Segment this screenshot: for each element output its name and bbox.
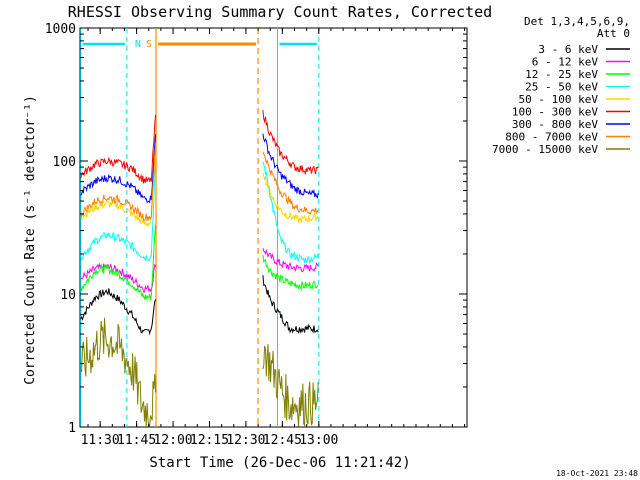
x-tick-label: 12:45: [263, 433, 302, 448]
series-line: [262, 255, 319, 292]
x-tick-label: 11:45: [117, 433, 156, 448]
flag-label: N: [135, 39, 141, 50]
series-line: [80, 317, 157, 429]
legend-entry-label: 12 - 25 keV: [525, 68, 598, 81]
y-axis-label: Corrected Count Rate (s⁻¹ detector⁻¹): [23, 95, 38, 385]
series-line: [80, 288, 157, 336]
legend-entry-label: 6 - 12 keV: [532, 56, 599, 69]
x-tick-label: 12:00: [153, 433, 192, 448]
series-line: [80, 142, 157, 228]
series-line: [80, 114, 157, 184]
chart-title: RHESSI Observing Summary Count Rates, Co…: [68, 3, 492, 21]
x-tick-label: 12:30: [226, 433, 265, 448]
x-tick-label: 11:30: [81, 433, 120, 448]
series-line: [262, 110, 319, 176]
legend-entry-label: 3 - 6 keV: [538, 43, 598, 56]
x-tick-label: 13:00: [299, 433, 338, 448]
legend-entry-label: 25 - 50 keV: [525, 81, 598, 94]
footer-timestamp: 18-Oct-2021 23:48: [556, 469, 638, 478]
series-line: [262, 133, 319, 199]
y-tick-label: 10: [60, 288, 76, 303]
x-axis-label: Start Time (26-Dec-06 11:21:42): [149, 455, 410, 471]
legend-entry-label: 800 - 7000 keV: [505, 131, 598, 144]
y-axis-ticks: 1 10 100 1000: [45, 22, 467, 436]
flag-label: S: [146, 39, 152, 50]
series-line: [262, 343, 319, 428]
series-line: [80, 224, 157, 301]
series-line: [262, 161, 319, 265]
x-tick-label: 12:15: [190, 433, 229, 448]
series-line: [262, 275, 319, 334]
series-line: [262, 248, 319, 273]
y-tick-label: 1: [68, 421, 76, 436]
series-line: [262, 151, 319, 215]
data-series: [80, 110, 319, 429]
legend-entry-label: 100 - 300 keV: [512, 106, 598, 119]
legend-entry-label: 7000 - 15000 keV: [492, 143, 598, 156]
series-line: [80, 143, 157, 222]
y-tick-label: 1000: [45, 22, 76, 37]
series-line: [80, 157, 157, 262]
legend-header: Det 1,3,4,5,6,9,: [524, 15, 630, 28]
series-line: [262, 172, 319, 224]
series-line: [80, 134, 157, 204]
y-tick-label: 100: [53, 155, 76, 170]
legend-entry-label: 300 - 800 keV: [512, 118, 598, 131]
legend-header: Att 0: [597, 27, 630, 40]
legend-entry-label: 50 - 100 keV: [519, 93, 599, 106]
